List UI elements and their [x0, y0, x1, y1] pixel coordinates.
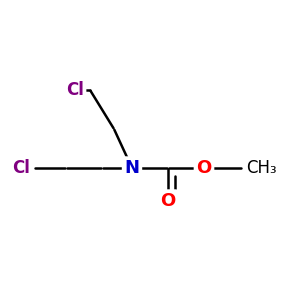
Text: CH₃: CH₃: [246, 159, 277, 177]
Text: O: O: [196, 159, 211, 177]
Text: CH₃: CH₃: [246, 159, 277, 177]
Text: O: O: [160, 192, 175, 210]
Text: Cl: Cl: [12, 159, 30, 177]
Text: Cl: Cl: [66, 81, 84, 99]
Text: Cl: Cl: [66, 81, 84, 99]
Text: O: O: [160, 192, 175, 210]
Text: O: O: [196, 159, 211, 177]
Text: Cl: Cl: [12, 159, 30, 177]
Text: N: N: [124, 159, 140, 177]
Text: N: N: [124, 159, 140, 177]
